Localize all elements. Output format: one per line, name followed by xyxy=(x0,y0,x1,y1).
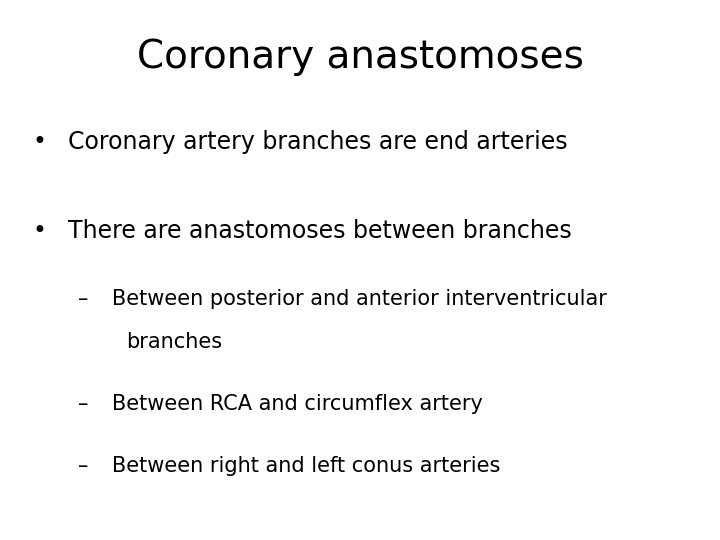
Text: Between RCA and circumflex artery: Between RCA and circumflex artery xyxy=(112,394,482,414)
Text: •: • xyxy=(32,219,47,242)
Text: There are anastomoses between branches: There are anastomoses between branches xyxy=(68,219,572,242)
Text: •: • xyxy=(32,130,47,153)
Text: branches: branches xyxy=(126,332,222,352)
Text: –: – xyxy=(78,456,88,476)
Text: –: – xyxy=(78,289,88,309)
Text: Coronary anastomoses: Coronary anastomoses xyxy=(137,38,583,76)
Text: Between right and left conus arteries: Between right and left conus arteries xyxy=(112,456,500,476)
Text: Between posterior and anterior interventricular: Between posterior and anterior intervent… xyxy=(112,289,606,309)
Text: –: – xyxy=(78,394,88,414)
Text: Coronary artery branches are end arteries: Coronary artery branches are end arterie… xyxy=(68,130,568,153)
